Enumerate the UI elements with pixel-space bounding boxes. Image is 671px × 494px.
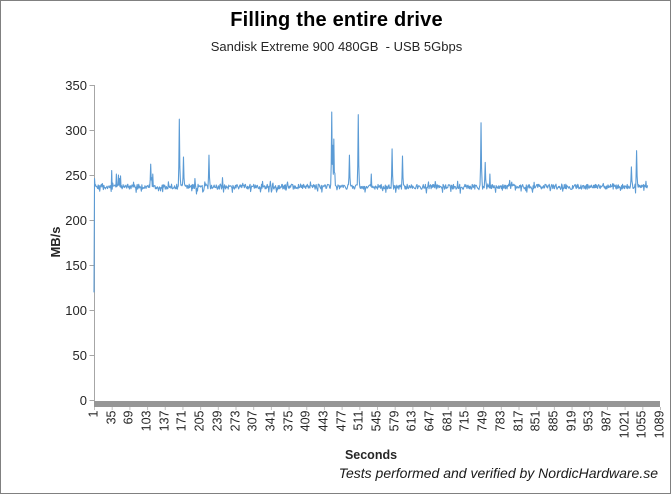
x-tick-label-511: 511 xyxy=(351,410,366,431)
x-tick-label-409: 409 xyxy=(298,410,313,432)
x-tick-label-239: 239 xyxy=(210,410,225,432)
y-tick-label-50: 50 xyxy=(72,347,87,363)
x-tick-label-1055: 1055 xyxy=(634,410,649,439)
x-tick-label-545: 545 xyxy=(369,410,384,432)
x-tick-label-613: 613 xyxy=(404,410,419,432)
y-axis-title: MB/s xyxy=(48,226,63,258)
x-tick-label-681: 681 xyxy=(440,410,455,432)
x-tick-label-817: 817 xyxy=(511,410,525,432)
footer-attribution: Tests performed and verified by NordicHa… xyxy=(338,465,658,481)
x-tick-label-443: 443 xyxy=(316,410,331,432)
y-tick-label-250: 250 xyxy=(65,167,87,183)
x-tick-label-307: 307 xyxy=(245,410,260,432)
x-tick-label-851: 851 xyxy=(528,410,543,432)
x-tick-label-137: 137 xyxy=(157,410,172,432)
x-tick-label-171: 171 xyxy=(174,410,189,432)
x-tick-label-273: 273 xyxy=(228,410,242,432)
write-speed-line xyxy=(93,111,649,293)
x-axis-title: Seconds xyxy=(344,448,398,462)
x-tick-label-103: 103 xyxy=(139,410,154,432)
x-tick-label-953: 953 xyxy=(581,410,596,432)
x-tick-label-885: 885 xyxy=(546,410,561,432)
y-tick-label-150: 150 xyxy=(65,257,87,273)
chart-subtitle: Sandisk Extreme 900 480GB - USB 5Gbps xyxy=(210,39,463,54)
x-tick-label-35: 35 xyxy=(104,410,119,425)
x-tick-label-375: 375 xyxy=(281,410,296,432)
y-tick-label-0: 0 xyxy=(79,392,87,408)
x-axis-bar xyxy=(94,401,660,407)
y-tick-label-100: 100 xyxy=(65,302,87,318)
x-tick-label-477: 477 xyxy=(334,410,349,432)
x-tick-label-1021: 1021 xyxy=(617,410,632,439)
x-tick-label-69: 69 xyxy=(121,410,136,425)
x-tick-label-1: 1 xyxy=(86,410,101,418)
y-tick-label-350: 350 xyxy=(65,77,87,93)
x-tick-label-579: 579 xyxy=(387,410,402,432)
x-tick-label-783: 783 xyxy=(493,410,508,432)
x-tick-label-1089: 1089 xyxy=(652,410,667,439)
x-tick-label-919: 919 xyxy=(564,410,579,432)
y-tick-label-200: 200 xyxy=(65,212,87,228)
y-tick-label-300: 300 xyxy=(65,122,87,138)
x-tick-label-647: 647 xyxy=(422,410,437,432)
x-tick-label-715: 715 xyxy=(457,410,472,432)
x-tick-label-987: 987 xyxy=(599,410,614,432)
x-tick-label-341: 341 xyxy=(263,410,278,432)
chart-title: Filling the entire drive xyxy=(230,9,443,31)
x-tick-label-749: 749 xyxy=(475,410,490,432)
x-tick-label-205: 205 xyxy=(192,410,207,432)
